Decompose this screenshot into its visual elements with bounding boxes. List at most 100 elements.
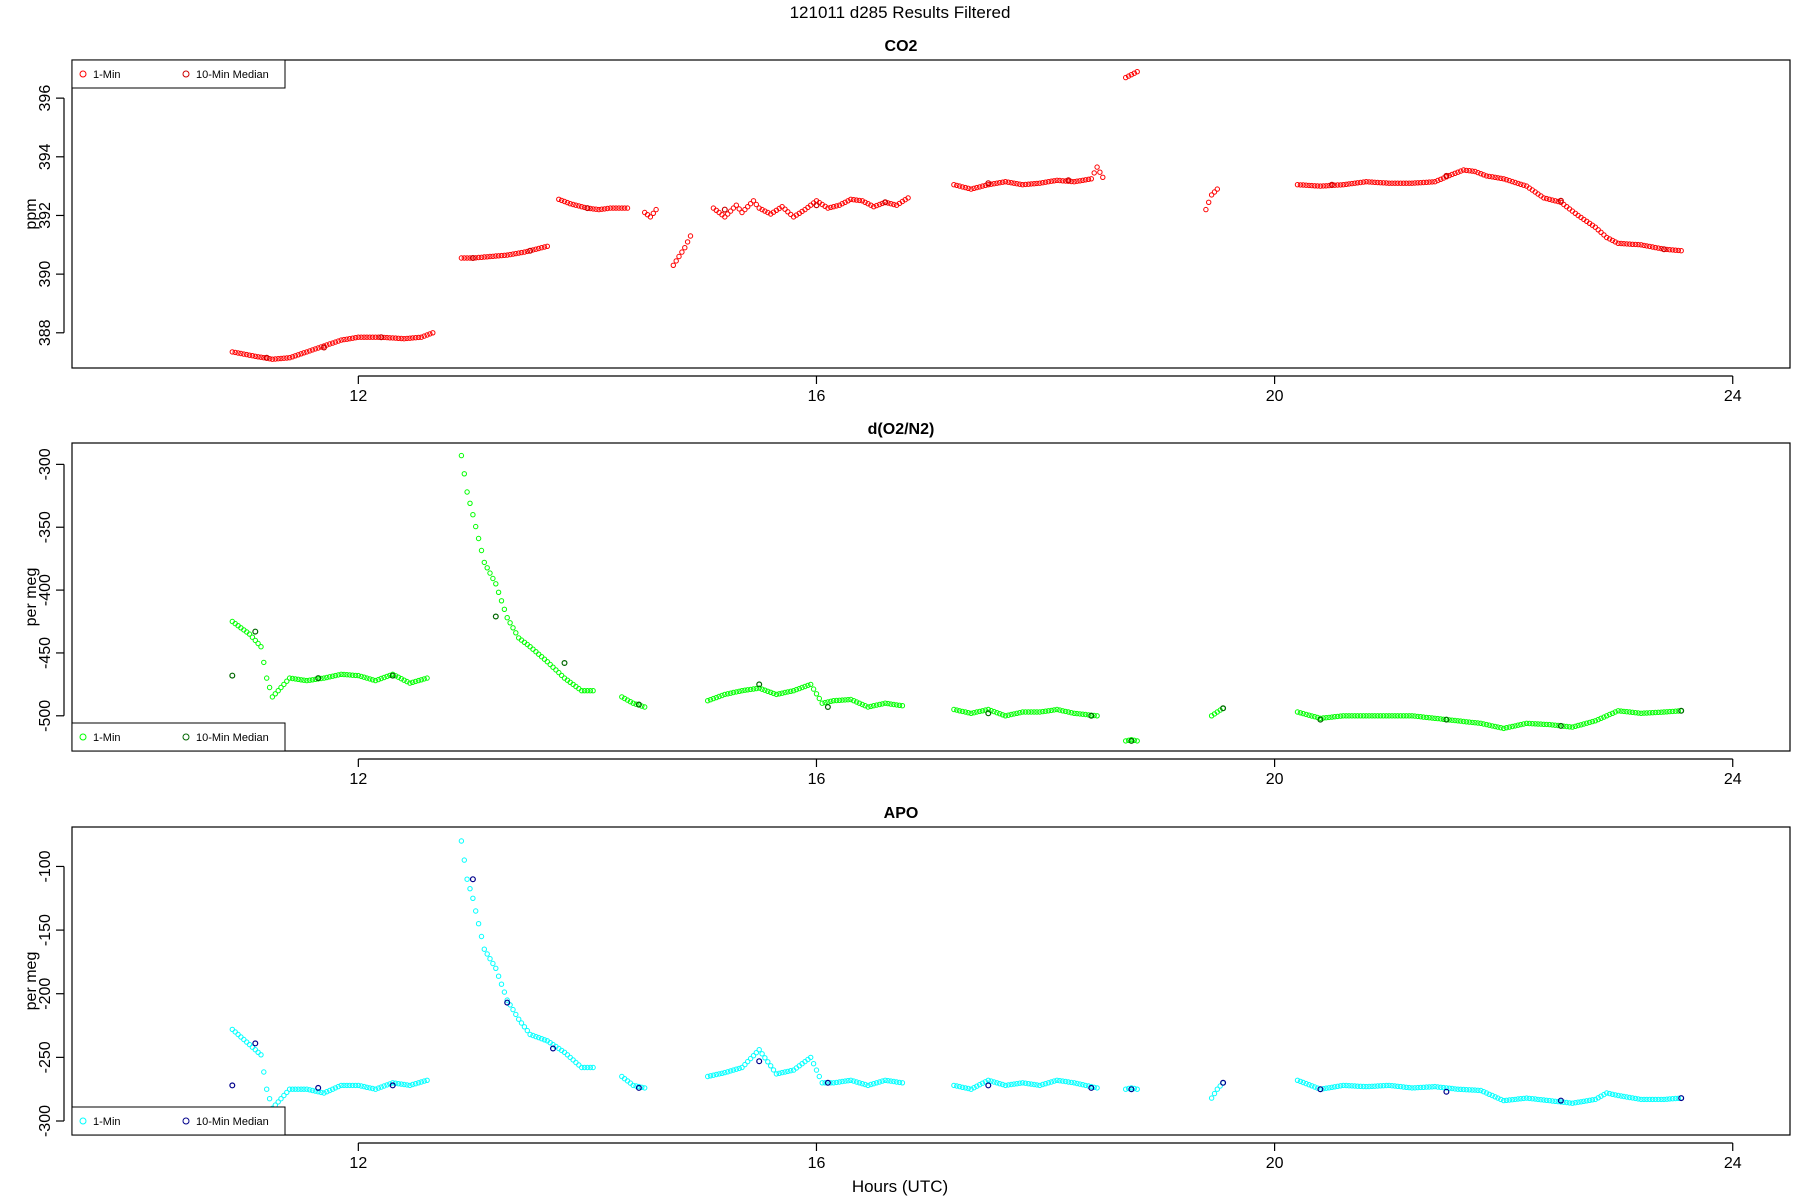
apo-one-min-point <box>630 1082 636 1089</box>
apo-one-min-point <box>281 1092 287 1099</box>
co2-one-min-point <box>544 243 550 250</box>
apo-one-min-point <box>1309 1083 1315 1089</box>
apo-one-min-point <box>851 1078 857 1084</box>
co2-one-min-point <box>524 248 530 255</box>
o2n2-one-min-point <box>1561 723 1567 729</box>
o2n2-one-min-point <box>538 654 545 660</box>
co2-one-min-point <box>725 211 731 217</box>
o2n2-one-min-point <box>1661 709 1667 715</box>
o2n2-one-min-point <box>1509 723 1516 730</box>
o2n2-one-min-point <box>994 710 1000 716</box>
co2-one-min-point <box>1363 179 1369 185</box>
o2n2-one-min-point <box>1655 709 1662 715</box>
apo-one-min-point <box>1509 1097 1516 1103</box>
o2n2-one-min-point <box>885 700 891 707</box>
apo-one-min-point <box>1584 1098 1590 1104</box>
o2n2-one-min-point <box>1303 711 1309 718</box>
o2n2-one-min-point <box>278 684 284 691</box>
co2-one-min-point <box>1458 168 1464 174</box>
apo-one-min-point <box>1334 1083 1341 1090</box>
o2n2-one-min-point <box>1423 714 1430 721</box>
apo-one-min-point <box>327 1087 333 1094</box>
apo-one-min-point <box>773 1071 780 1077</box>
apo-one-min-point <box>776 1070 782 1077</box>
apo-one-min-point <box>381 1083 387 1089</box>
co2-one-min-point <box>301 350 307 356</box>
co2-one-min-point <box>1498 175 1504 182</box>
co2-one-min-point <box>891 201 897 208</box>
apo-one-min-point <box>1011 1081 1017 1087</box>
apo-one-min-point <box>516 1016 522 1022</box>
co2-one-min-point <box>1369 179 1375 185</box>
apo-one-min-point <box>412 1081 419 1087</box>
co2-one-min-point <box>1203 206 1209 213</box>
co2-one-min-point <box>352 335 359 341</box>
o2n2-y-axis-label: per meg <box>23 568 40 627</box>
apo-one-min-point <box>378 1084 384 1090</box>
apo-one-min-point <box>785 1068 791 1075</box>
o2n2-one-min-point <box>710 695 717 702</box>
co2-one-min-point <box>495 253 502 259</box>
co2-one-min-point <box>424 332 430 338</box>
apo-one-min-point <box>1423 1084 1430 1090</box>
apo-one-min-point <box>493 965 499 971</box>
apo-one-min-point <box>244 1039 250 1045</box>
co2-one-min-point <box>1412 180 1418 186</box>
apo-one-min-point <box>836 1079 843 1085</box>
co2-one-min-point <box>1297 182 1304 188</box>
apo-one-min-point <box>307 1087 313 1093</box>
apo-one-min-point <box>484 951 490 957</box>
apo-one-min-point <box>1518 1096 1524 1102</box>
o2n2-one-min-point <box>309 677 316 683</box>
co2-one-min-point <box>587 205 593 212</box>
co2-one-min-point <box>1372 179 1378 186</box>
o2n2-one-min-point <box>541 656 548 662</box>
o2n2-one-min-point <box>590 688 596 694</box>
co2-one-min-point <box>905 195 911 201</box>
apo-one-min-point <box>1343 1082 1349 1089</box>
co2-one-min-point <box>427 331 433 337</box>
co2-one-min-point <box>347 336 353 342</box>
co2-one-min-point <box>1383 180 1390 186</box>
co2-one-min-point <box>521 249 528 255</box>
o2n2-one-min-point <box>722 691 728 698</box>
apo-one-min-point <box>375 1085 382 1091</box>
o2n2-one-min-point <box>1082 711 1089 718</box>
co2-legend-median-label: 10-Min Median <box>196 69 269 81</box>
o2n2-one-min-point <box>1675 708 1682 714</box>
apo-one-min-point <box>390 1080 396 1086</box>
o2n2-one-min-point <box>745 687 751 693</box>
co2-one-min-point <box>1649 244 1656 250</box>
apo-one-min-point <box>524 1027 530 1034</box>
apo-median-point <box>756 1058 763 1065</box>
co2-one-min-point <box>1644 243 1650 249</box>
o2n2-one-min-point <box>1389 713 1395 719</box>
co2-one-min-point <box>390 335 396 341</box>
o2n2-one-min-point <box>510 625 516 631</box>
co2-one-min-point <box>959 184 966 190</box>
apo-legend-one-min-marker <box>79 1117 87 1125</box>
co2-one-min-point <box>613 205 619 211</box>
apo-one-min-point <box>467 886 473 892</box>
apo-one-min-point <box>338 1082 344 1089</box>
o2n2-one-min-point <box>289 675 296 682</box>
co2-one-min-point <box>244 351 250 358</box>
co2-one-min-point <box>871 204 877 210</box>
co2-one-min-point <box>1655 245 1662 251</box>
co2-one-min-point <box>965 185 971 192</box>
co2-one-min-point <box>733 202 739 208</box>
apo-median-point <box>1443 1088 1450 1095</box>
o2n2-one-min-point <box>407 680 413 686</box>
co2-one-min-point <box>1486 173 1493 180</box>
co2-one-min-point <box>1541 195 1547 201</box>
co2-one-min-point <box>1506 177 1513 184</box>
co2-one-min-point <box>876 201 883 208</box>
o2n2-one-min-point <box>1332 714 1338 720</box>
o2n2-one-min-point <box>968 710 974 716</box>
apo-one-min-point <box>304 1086 310 1092</box>
o2n2-one-min-point <box>873 702 880 708</box>
co2-one-min-point <box>1452 170 1458 177</box>
o2n2-one-min-point <box>727 690 734 696</box>
apo-one-min-point <box>810 1061 817 1067</box>
apo-one-min-point <box>487 956 493 962</box>
